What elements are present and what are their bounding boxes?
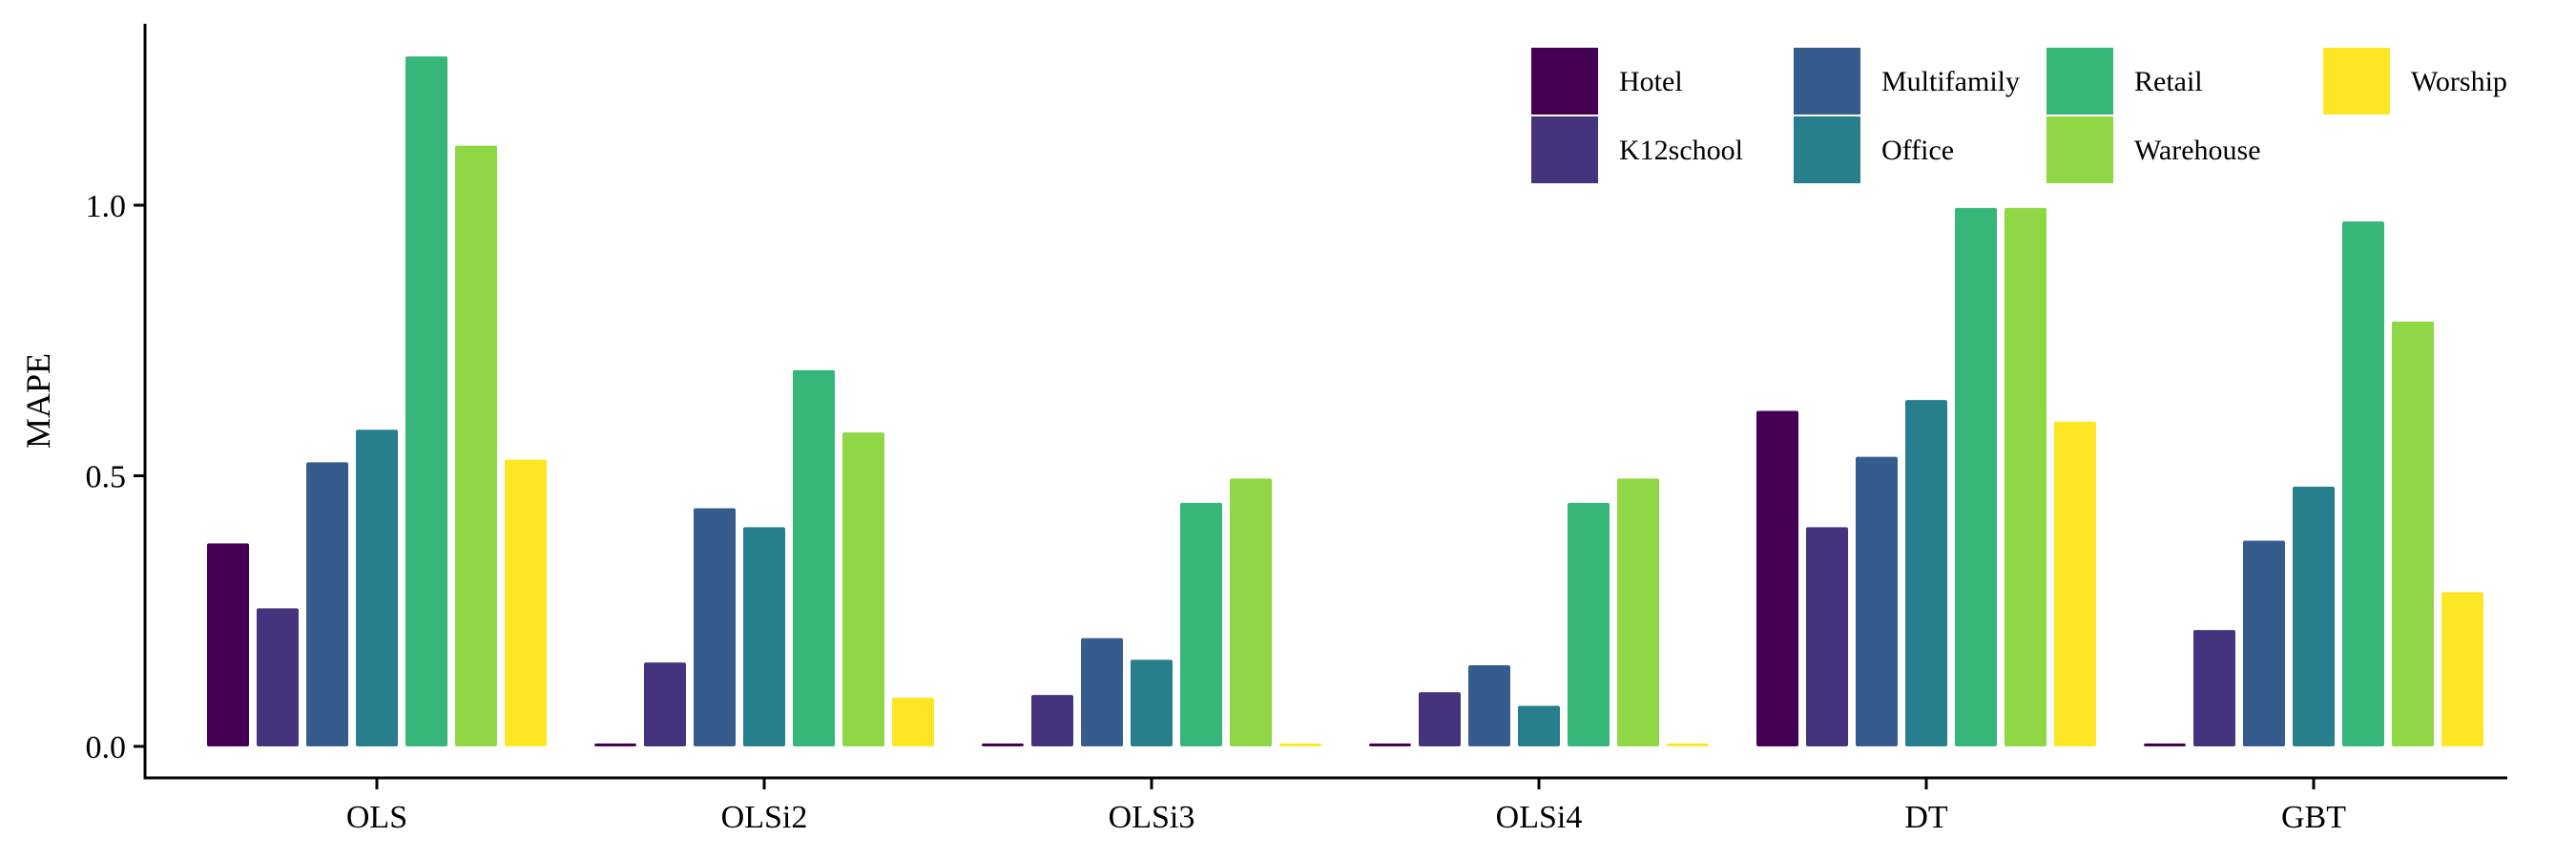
- y-tick-label: 0.5: [86, 460, 127, 495]
- legend-label-multifamily: Multifamily: [1881, 66, 2020, 97]
- bar-gbt-k12school: [2193, 630, 2235, 746]
- bars-layer: [207, 56, 2483, 746]
- legend-label-retail: Retail: [2134, 66, 2203, 97]
- x-tick-label: OLSi3: [1109, 800, 1195, 835]
- bar-dt-multifamily: [1856, 456, 1898, 746]
- bar-olsi3-warehouse: [1230, 478, 1272, 746]
- bar-olsi3-office: [1131, 660, 1173, 746]
- bar-olsi2-office: [743, 527, 785, 746]
- legend-swatch-k12school: [1531, 116, 1598, 183]
- bar-ols-office: [356, 430, 398, 746]
- legend-label-office: Office: [1881, 135, 1954, 166]
- bar-ols-warehouse: [455, 145, 497, 746]
- bar-ols-k12school: [257, 608, 299, 746]
- bar-olsi3-hotel: [982, 744, 1024, 746]
- bar-gbt-worship: [2441, 592, 2483, 746]
- bar-gbt-office: [2293, 486, 2335, 746]
- bar-olsi2-multifamily: [694, 508, 736, 746]
- legend-swatch-retail: [2046, 48, 2113, 115]
- bar-ols-multifamily: [306, 462, 348, 746]
- legend-swatch-office: [1794, 116, 1860, 183]
- legend-label-worship: Worship: [2411, 66, 2507, 97]
- bar-olsi3-worship: [1279, 744, 1321, 746]
- bar-dt-office: [1905, 400, 1947, 746]
- bar-olsi4-multifamily: [1468, 664, 1510, 746]
- y-axis-ticks: 0.0 0.5 1.0: [86, 189, 145, 765]
- legend-label-warehouse: Warehouse: [2134, 135, 2261, 166]
- bar-olsi2-retail: [793, 369, 835, 746]
- y-tick-label: 1.0: [86, 189, 127, 224]
- bar-olsi4-retail: [1568, 502, 1610, 746]
- bar-gbt-multifamily: [2243, 540, 2285, 746]
- legend-swatch-worship: [2323, 48, 2390, 115]
- bar-dt-warehouse: [2005, 207, 2046, 746]
- bar-olsi2-hotel: [594, 744, 636, 746]
- bar-olsi4-office: [1518, 705, 1560, 746]
- legend-swatch-warehouse: [2046, 116, 2113, 183]
- bar-gbt-retail: [2342, 221, 2384, 746]
- bar-gbt-warehouse: [2392, 321, 2434, 746]
- legend-label-hotel: Hotel: [1619, 66, 1683, 97]
- bar-dt-retail: [1955, 207, 1997, 746]
- bar-olsi2-k12school: [644, 662, 686, 746]
- legend: Hotel K12school Multifamily Office Retail War…: [1531, 48, 2507, 183]
- bar-olsi4-k12school: [1419, 692, 1461, 746]
- legend-label-k12school: K12school: [1619, 135, 1743, 166]
- legend-swatch-multifamily: [1794, 48, 1860, 115]
- x-tick-label: OLSi2: [721, 800, 808, 835]
- bar-ols-worship: [505, 459, 547, 746]
- bar-olsi3-k12school: [1031, 695, 1073, 746]
- x-tick-label: OLSi4: [1496, 800, 1583, 835]
- bar-olsi3-retail: [1180, 502, 1222, 746]
- bar-gbt-hotel: [2144, 744, 2186, 746]
- x-tick-label: GBT: [2281, 800, 2346, 835]
- bar-olsi4-hotel: [1369, 744, 1411, 746]
- x-axis-ticks: OLS OLSi2 OLSi3 OLSi4 DT GBT: [346, 778, 2346, 835]
- bar-olsi2-worship: [892, 697, 934, 746]
- bar-olsi2-warehouse: [842, 432, 884, 746]
- bar-ols-retail: [405, 56, 447, 746]
- bar-olsi4-worship: [1667, 744, 1709, 746]
- y-tick-label: 0.0: [86, 730, 127, 765]
- bar-ols-hotel: [207, 543, 249, 746]
- bar-dt-worship: [2054, 421, 2096, 746]
- bar-olsi4-warehouse: [1617, 478, 1659, 746]
- x-tick-label: OLS: [346, 800, 407, 835]
- y-axis-title: MAPE: [19, 353, 57, 449]
- bar-dt-hotel: [1756, 410, 1798, 746]
- bar-olsi3-multifamily: [1081, 638, 1123, 746]
- x-tick-label: DT: [1904, 800, 1948, 835]
- legend-swatch-hotel: [1531, 48, 1598, 115]
- bar-dt-k12school: [1806, 527, 1848, 746]
